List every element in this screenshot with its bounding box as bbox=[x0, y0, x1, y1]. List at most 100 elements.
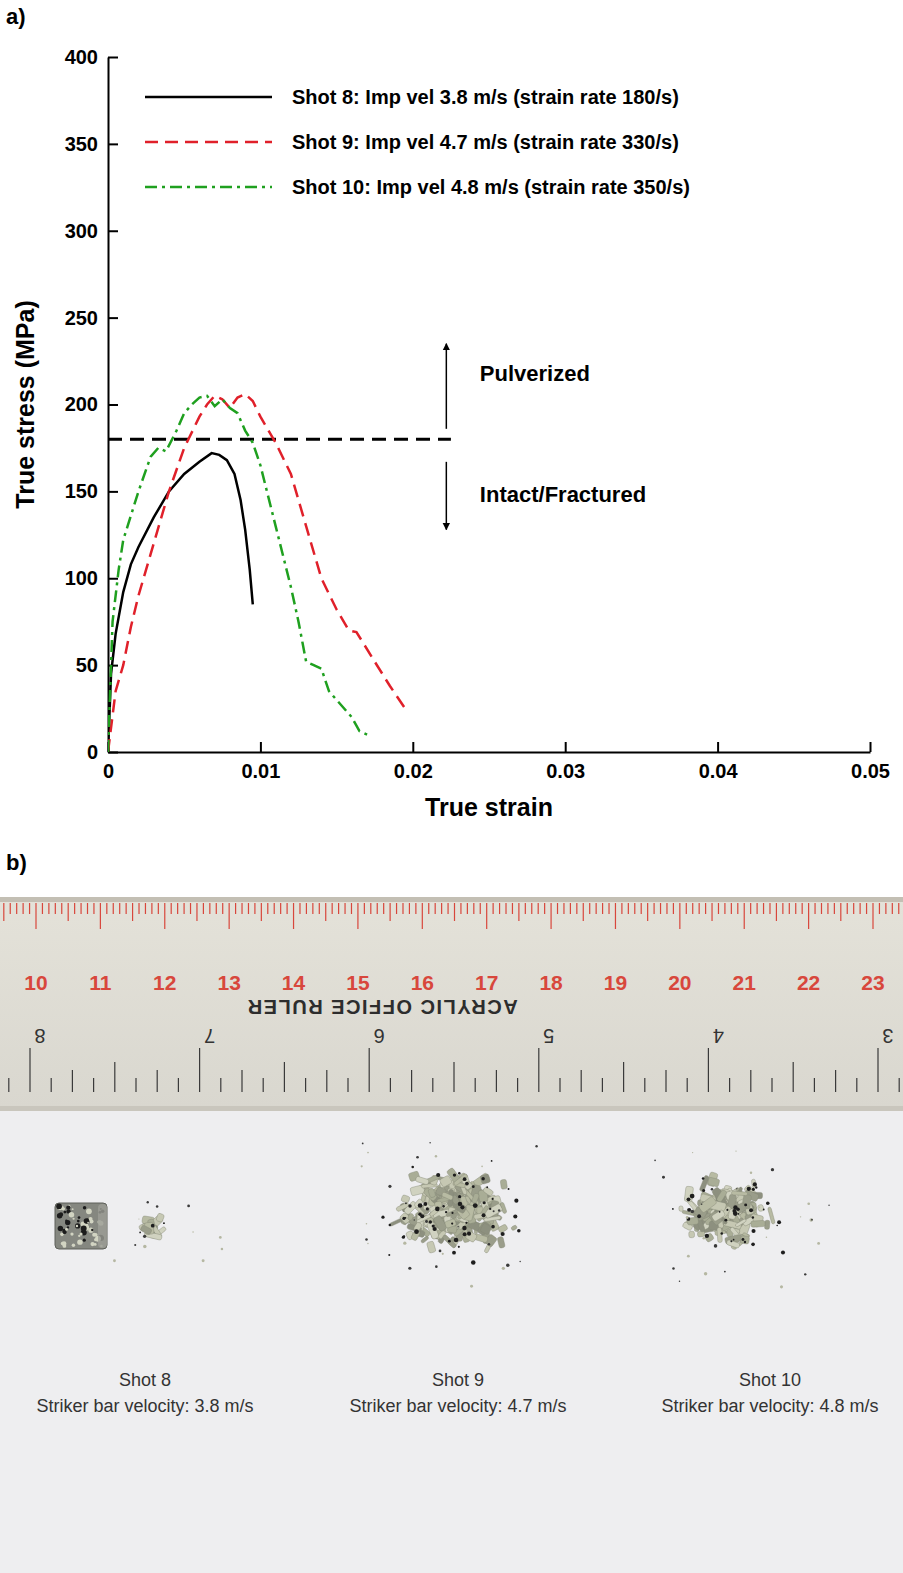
dust bbox=[807, 1202, 810, 1205]
grain bbox=[411, 1166, 414, 1169]
dust bbox=[134, 1244, 136, 1246]
dust bbox=[365, 1238, 368, 1241]
fragment bbox=[684, 1186, 693, 1202]
ruler-tick bbox=[87, 903, 88, 914]
legend-swatch bbox=[145, 141, 272, 144]
grain bbox=[781, 1250, 785, 1254]
fragment bbox=[717, 1227, 722, 1242]
dust bbox=[429, 1142, 431, 1144]
annotation-arrow bbox=[446, 462, 448, 530]
dust bbox=[366, 1223, 368, 1225]
dust bbox=[367, 1152, 369, 1154]
ruler-cm-label: 22 bbox=[797, 971, 820, 994]
x-axis-title: True strain bbox=[425, 793, 553, 821]
grain bbox=[482, 1213, 486, 1217]
grain bbox=[514, 1199, 518, 1203]
ruler-tick bbox=[93, 1078, 94, 1092]
grain bbox=[752, 1216, 754, 1218]
grain bbox=[702, 1189, 705, 1192]
dust bbox=[750, 1171, 752, 1173]
y-tick: 200 bbox=[65, 393, 118, 415]
grain bbox=[777, 1220, 781, 1224]
ruler-tick bbox=[581, 1070, 582, 1092]
dust bbox=[828, 1205, 829, 1206]
x-tick: 0.04 bbox=[699, 742, 739, 782]
x-tick-label: 0.01 bbox=[241, 760, 280, 782]
ruler-tick bbox=[460, 903, 461, 914]
grain bbox=[72, 1208, 74, 1210]
x-tick-label: 0.02 bbox=[394, 760, 433, 782]
ruler-inch-label: 3 bbox=[882, 1025, 893, 1047]
grain bbox=[755, 1186, 757, 1188]
ruler-tick bbox=[641, 903, 642, 914]
ruler-cm-label: 19 bbox=[604, 971, 627, 994]
ruler-tick bbox=[190, 903, 191, 914]
ruler-inch-label: 8 bbox=[34, 1025, 45, 1047]
specimen-title: Shot 9 bbox=[432, 1370, 484, 1390]
grain bbox=[86, 1208, 92, 1214]
ruler-inch-scale: 876543 bbox=[9, 1025, 899, 1092]
ruler-tick bbox=[480, 903, 481, 914]
ruler-tick bbox=[338, 903, 339, 914]
ruler-tick bbox=[602, 1078, 603, 1092]
dust bbox=[435, 1265, 438, 1268]
fragment bbox=[731, 1191, 747, 1196]
ruler-cm-label: 13 bbox=[217, 971, 240, 994]
annotation: Pulverized bbox=[480, 361, 590, 386]
y-tick-mark bbox=[108, 578, 118, 580]
grain bbox=[404, 1217, 406, 1219]
fragment bbox=[471, 1193, 479, 1204]
fragment bbox=[401, 1195, 410, 1204]
ruler-tick bbox=[776, 903, 777, 921]
dust bbox=[711, 1188, 714, 1191]
grain bbox=[473, 1203, 478, 1208]
figure: a)b)00.010.020.030.040.05050100150200250… bbox=[0, 0, 903, 1573]
dust bbox=[143, 1235, 146, 1238]
ruler-tick bbox=[35, 903, 36, 929]
ruler-tick bbox=[235, 903, 236, 914]
ruler-cm-label: 21 bbox=[733, 971, 757, 994]
ruler-cm-label: 15 bbox=[346, 971, 370, 994]
specimen-edge bbox=[98, 1204, 107, 1248]
grain bbox=[408, 1204, 412, 1208]
grain bbox=[65, 1220, 70, 1225]
grain bbox=[58, 1226, 63, 1231]
dust bbox=[416, 1156, 419, 1159]
dust bbox=[686, 1216, 689, 1219]
grain bbox=[75, 1223, 80, 1228]
dust bbox=[361, 1165, 363, 1167]
fragment bbox=[498, 1224, 508, 1233]
dust bbox=[435, 1155, 437, 1157]
y-tick-label: 0 bbox=[87, 741, 98, 763]
grain bbox=[420, 1214, 424, 1218]
ruler-tick bbox=[158, 903, 159, 914]
series-line bbox=[108, 453, 253, 752]
ruler-tick bbox=[135, 1078, 136, 1092]
x-tick: 0.02 bbox=[394, 742, 433, 782]
x-tick-mark bbox=[412, 742, 414, 752]
ruler-tick bbox=[692, 903, 693, 914]
x-tick-mark bbox=[717, 742, 719, 752]
panel-label: b) bbox=[6, 850, 27, 875]
ruler-tick bbox=[699, 903, 700, 914]
ruler-cm-label: 18 bbox=[539, 971, 563, 994]
ruler-tick bbox=[789, 903, 790, 914]
ruler-tick bbox=[80, 903, 81, 914]
ruler-tick bbox=[731, 903, 732, 914]
ruler-tick bbox=[126, 903, 127, 914]
fragment bbox=[414, 1198, 424, 1208]
fragment bbox=[465, 1231, 477, 1243]
ruler-tick bbox=[377, 903, 378, 914]
ruler-tick bbox=[132, 903, 133, 921]
ruler-tick bbox=[898, 903, 899, 914]
dust bbox=[403, 1242, 406, 1245]
grain bbox=[463, 1232, 467, 1236]
fragment bbox=[483, 1186, 494, 1196]
ruler-tick bbox=[209, 903, 210, 914]
grain bbox=[76, 1225, 78, 1227]
ruler-tick bbox=[544, 903, 545, 914]
grain bbox=[63, 1211, 66, 1214]
ruler-tick bbox=[332, 903, 333, 914]
dust bbox=[672, 1267, 674, 1269]
grain bbox=[414, 1229, 419, 1234]
